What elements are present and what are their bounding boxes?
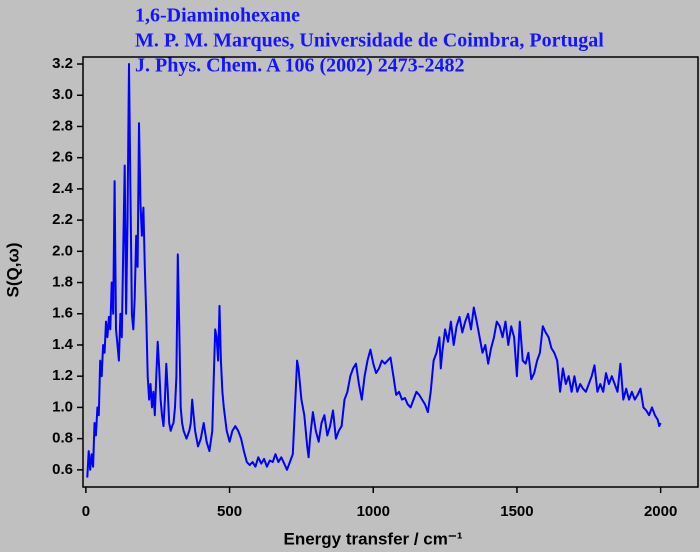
y-tick-label: 3.0 — [52, 86, 73, 103]
plot-frame — [82, 56, 699, 488]
y-tick-label: 0.8 — [52, 430, 73, 447]
x-tick-label: 2000 — [644, 503, 677, 520]
y-tick-label: 1.6 — [52, 305, 73, 322]
x-tick-label: 1000 — [357, 503, 390, 520]
y-tick-label: 2.4 — [52, 180, 74, 197]
y-tick-label: 1.2 — [52, 367, 73, 384]
x-tick-label: 500 — [217, 503, 242, 520]
x-tick-label: 1500 — [500, 503, 533, 520]
y-tick-label: 2.0 — [52, 242, 73, 259]
data-line — [86, 63, 662, 478]
y-tick-label: 2.2 — [52, 211, 73, 228]
y-tick-label: 0.6 — [52, 461, 73, 478]
y-tick-label: 1.4 — [52, 336, 74, 353]
y-tick-label: 1.8 — [52, 274, 73, 291]
y-tick-label: 2.8 — [52, 117, 73, 134]
title-line: 1,6-Diaminohexane — [135, 5, 300, 27]
title-line: J. Phys. Chem. A 106 (2002) 2473-2482 — [135, 55, 464, 77]
x-tick-label: 0 — [82, 503, 90, 520]
x-axis-label: Energy transfer / cm⁻¹ — [283, 529, 462, 548]
y-tick-label: 1.0 — [52, 398, 73, 415]
y-axis-label: S(Q,ω) — [3, 243, 22, 298]
y-tick-label: 3.2 — [52, 55, 73, 72]
title-line: M. P. M. Marques, Universidade de Coimbr… — [135, 30, 604, 52]
y-tick-label: 2.6 — [52, 149, 73, 166]
